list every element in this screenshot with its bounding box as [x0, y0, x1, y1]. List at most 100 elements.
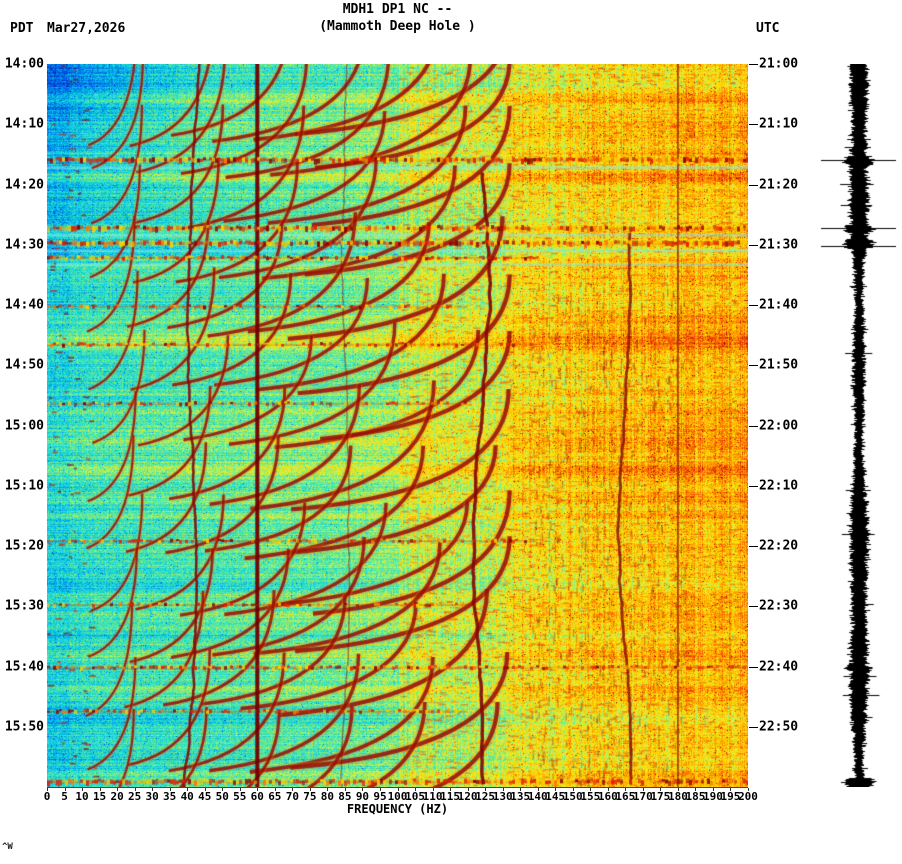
- freq-axis-tick: [712, 788, 714, 791]
- freq-tick-label: 10: [75, 790, 89, 803]
- left-time-label: 15:00: [4, 418, 44, 433]
- freq-tick-label: 145: [545, 790, 566, 803]
- freq-axis-tick: [397, 788, 399, 791]
- freq-axis-tick: [47, 788, 48, 791]
- freq-axis-tick: [642, 788, 644, 791]
- freq-axis-tick: [362, 788, 364, 791]
- left-time-label: 14:40: [4, 297, 44, 313]
- freq-axis-tick: [257, 788, 259, 791]
- freq-axis-tick: [169, 788, 171, 791]
- date-label: Mar27,2026: [47, 21, 126, 36]
- freq-tick-label: 60: [250, 790, 264, 803]
- freq-axis-tick: [274, 788, 276, 791]
- freq-tick-label: 155: [580, 790, 601, 803]
- timezone-right-label: UTC: [756, 21, 780, 36]
- freq-tick-label: 70: [285, 790, 299, 803]
- freq-tick-label: 35: [163, 790, 177, 803]
- freq-axis-tick: [748, 788, 749, 791]
- right-time-label: 22:40: [759, 659, 799, 674]
- freq-axis-tick: [625, 788, 627, 791]
- left-time-label: 14:30: [4, 237, 44, 253]
- freq-axis-tick: [677, 788, 679, 791]
- freq-tick-label: 0: [43, 790, 51, 803]
- left-time-label: 14:00: [4, 56, 44, 72]
- freq-tick-label: 20: [110, 790, 124, 803]
- freq-tick-label: 100: [387, 790, 408, 803]
- freq-axis-tick: [239, 788, 241, 791]
- freq-tick-label: 185: [685, 790, 706, 803]
- freq-tick-label: 195: [720, 790, 741, 803]
- freq-axis-tick: [222, 788, 224, 791]
- right-axis-tick: [749, 606, 758, 608]
- freq-axis-tick: [64, 788, 66, 791]
- freq-axis-tick: [134, 788, 136, 791]
- freq-tick-label: 25: [128, 790, 142, 803]
- freq-tick-label: 115: [440, 790, 460, 803]
- freq-axis-tick: [520, 788, 522, 791]
- right-axis-tick: [749, 184, 758, 186]
- freq-axis-tick: [82, 788, 84, 791]
- right-axis-tick: [749, 546, 758, 547]
- x-axis-title: FREQUENCY (HZ): [346, 802, 449, 816]
- freq-tick-label: 15: [92, 790, 107, 803]
- right-time-label: 21:40: [759, 297, 799, 313]
- freq-axis-tick: [152, 788, 154, 791]
- right-time-label: 22:30: [759, 598, 799, 614]
- freq-tick-label: 160: [597, 790, 618, 803]
- freq-tick-label: 40: [180, 790, 194, 803]
- freq-tick-label: 135: [510, 790, 531, 803]
- left-time-label: 15:30: [4, 598, 44, 614]
- right-axis-tick: [749, 64, 758, 65]
- freq-tick-label: 150: [562, 790, 583, 803]
- freq-axis-tick: [117, 788, 119, 791]
- left-time-label: 15:20: [4, 538, 44, 554]
- left-time-label: 15:40: [4, 659, 44, 674]
- freq-tick-label: 55: [233, 790, 247, 803]
- freq-tick-label: 75: [303, 790, 317, 803]
- seismogram-trace: [815, 64, 902, 787]
- right-time-label: 22:10: [759, 478, 799, 494]
- freq-axis-tick: [660, 788, 662, 791]
- freq-tick-label: 45: [198, 790, 212, 803]
- freq-tick-label: 90: [355, 790, 370, 803]
- freq-axis-tick: [537, 788, 539, 791]
- right-axis-tick: [749, 124, 758, 126]
- freq-tick-label: 95: [373, 790, 387, 803]
- right-time-label: 21:00: [759, 56, 799, 72]
- freq-axis-tick: [467, 788, 469, 791]
- freq-tick-label: 110: [422, 790, 443, 803]
- timezone-left-label: PDT: [10, 21, 34, 36]
- freq-tick-label: 170: [632, 790, 653, 803]
- freq-tick-label: 5: [61, 790, 68, 803]
- right-time-label: 21:50: [759, 357, 799, 373]
- right-time-label: 21:30: [759, 237, 799, 253]
- freq-axis-tick: [485, 788, 487, 791]
- freq-tick-label: 190: [703, 790, 723, 803]
- left-time-label: 14:10: [4, 116, 44, 132]
- freq-axis-tick: [730, 788, 732, 791]
- freq-axis-tick: [309, 788, 311, 791]
- left-time-label: 15:50: [4, 719, 44, 735]
- freq-axis-tick: [204, 788, 206, 791]
- freq-tick-label: 80: [320, 790, 335, 803]
- freq-tick-label: 30: [145, 790, 159, 803]
- station-title: MDH1 DP1 NC --: [342, 2, 453, 17]
- freq-axis-tick: [415, 788, 417, 791]
- right-time-label: 22:50: [759, 719, 799, 735]
- freq-tick-label: 125: [475, 790, 496, 803]
- freq-axis-tick: [379, 788, 381, 791]
- freq-tick-label: 85: [338, 790, 352, 803]
- left-time-label: 14:50: [4, 357, 44, 373]
- right-axis-tick: [749, 244, 758, 246]
- station-subtitle: (Mammoth Deep Hole ): [319, 19, 476, 34]
- right-time-label: 21:20: [759, 177, 799, 192]
- right-axis-tick: [749, 485, 758, 487]
- freq-tick-label: 65: [268, 790, 282, 803]
- left-time-label: 15:10: [4, 478, 44, 494]
- freq-axis-tick: [450, 788, 452, 791]
- right-axis-tick: [749, 305, 758, 306]
- spectrogram-heatmap: [47, 64, 748, 788]
- freq-axis-tick: [99, 788, 101, 791]
- right-time-label: 22:00: [759, 418, 799, 433]
